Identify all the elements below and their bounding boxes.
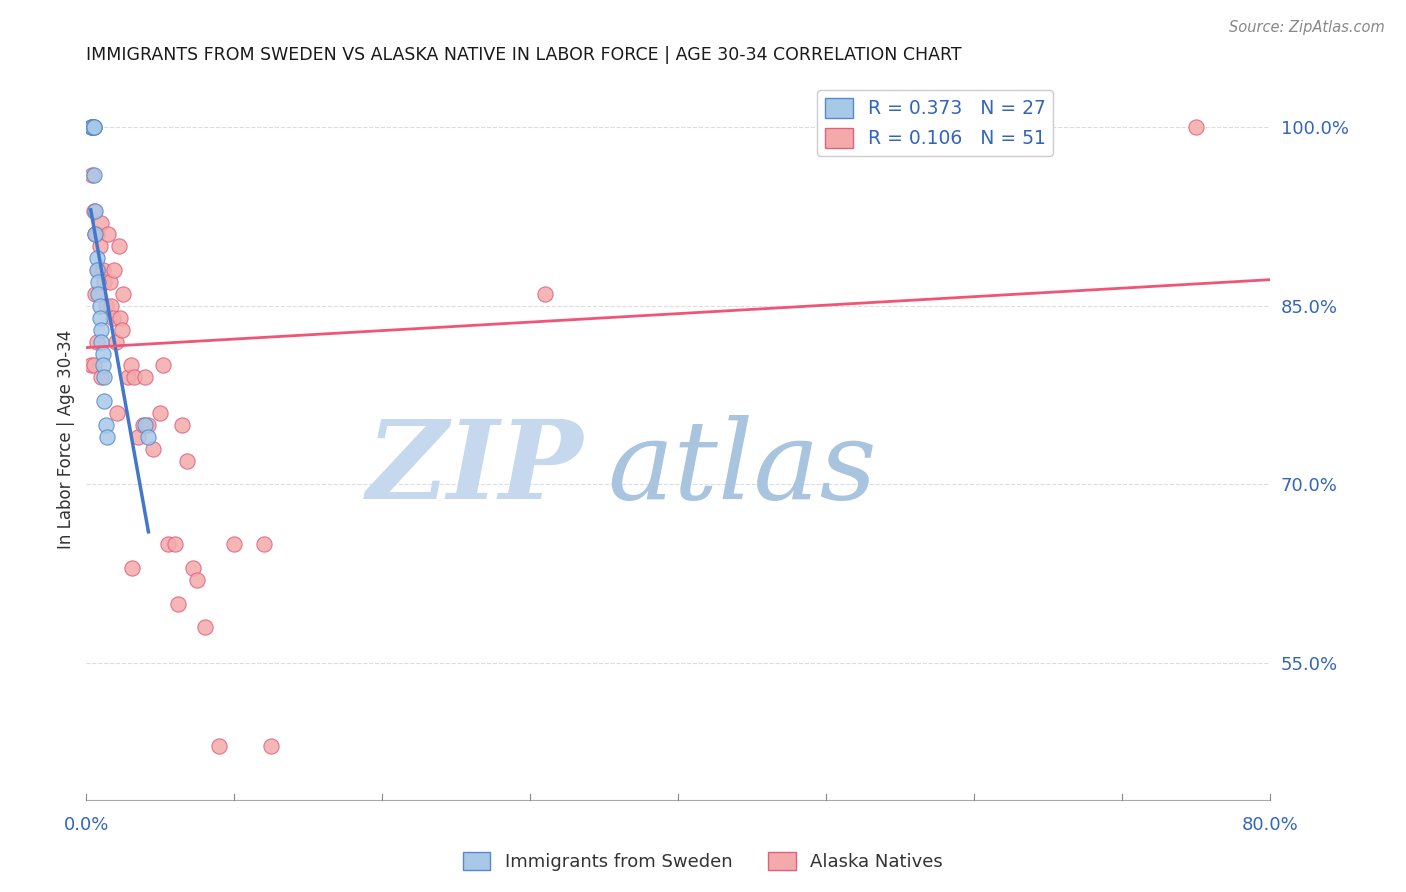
- Point: [87, 287, 110, 301]
- Point: [127, 430, 149, 444]
- Point: [84, 203, 107, 218]
- Text: IMMIGRANTS FROM SWEDEN VS ALASKA NATIVE IN LABOR FORCE | AGE 30-34 CORRELATION C: IMMIGRANTS FROM SWEDEN VS ALASKA NATIVE …: [86, 46, 962, 64]
- Point: [172, 417, 194, 432]
- Legend: R = 0.373   N = 27, R = 0.106   N = 51: R = 0.373 N = 27, R = 0.106 N = 51: [817, 90, 1053, 156]
- Text: ZIP: ZIP: [367, 415, 583, 523]
- Point: [534, 287, 557, 301]
- Point: [83, 120, 105, 135]
- Text: atlas: atlas: [607, 415, 876, 523]
- Point: [103, 263, 125, 277]
- Point: [87, 263, 110, 277]
- Point: [82, 120, 104, 135]
- Point: [112, 287, 135, 301]
- Point: [97, 227, 120, 242]
- Point: [96, 430, 118, 444]
- Point: [86, 252, 108, 266]
- Point: [104, 334, 127, 349]
- Point: [121, 561, 143, 575]
- Point: [83, 120, 105, 135]
- Point: [260, 739, 283, 754]
- Point: [80, 120, 103, 135]
- Point: [134, 370, 156, 384]
- Point: [80, 359, 103, 373]
- Point: [134, 417, 156, 432]
- Point: [90, 370, 112, 384]
- Point: [86, 334, 108, 349]
- Point: [90, 334, 112, 349]
- Point: [224, 537, 246, 551]
- Point: [122, 370, 145, 384]
- Point: [93, 394, 115, 409]
- Point: [84, 227, 107, 242]
- Point: [83, 168, 105, 182]
- Point: [91, 263, 114, 277]
- Point: [194, 620, 217, 634]
- Point: [91, 359, 114, 373]
- Point: [86, 227, 108, 242]
- Point: [110, 310, 132, 325]
- Point: [253, 537, 276, 551]
- Point: [90, 323, 112, 337]
- Point: [89, 239, 111, 253]
- Point: [82, 120, 104, 135]
- Text: Source: ZipAtlas.com: Source: ZipAtlas.com: [1229, 20, 1385, 35]
- Point: [152, 359, 174, 373]
- Point: [167, 597, 190, 611]
- Point: [89, 310, 111, 325]
- Point: [91, 346, 114, 360]
- Point: [83, 203, 105, 218]
- Point: [89, 299, 111, 313]
- Y-axis label: In Labor Force | Age 30-34: In Labor Force | Age 30-34: [58, 330, 75, 549]
- Point: [83, 120, 105, 135]
- Point: [101, 310, 124, 325]
- Text: 0.0%: 0.0%: [63, 816, 110, 834]
- Point: [87, 275, 110, 289]
- Point: [108, 239, 131, 253]
- Point: [181, 561, 204, 575]
- Point: [208, 739, 231, 754]
- Point: [94, 417, 117, 432]
- Text: 80.0%: 80.0%: [1241, 816, 1298, 834]
- Point: [98, 275, 121, 289]
- Point: [165, 537, 187, 551]
- Point: [138, 430, 160, 444]
- Point: [117, 370, 139, 384]
- Point: [84, 287, 107, 301]
- Point: [90, 215, 112, 229]
- Point: [156, 537, 179, 551]
- Point: [138, 417, 160, 432]
- Point: [111, 323, 134, 337]
- Point: [84, 227, 107, 242]
- Point: [120, 359, 142, 373]
- Point: [86, 263, 108, 277]
- Point: [142, 442, 165, 456]
- Point: [94, 299, 117, 313]
- Point: [82, 120, 104, 135]
- Point: [149, 406, 172, 420]
- Point: [100, 299, 122, 313]
- Legend: Immigrants from Sweden, Alaska Natives: Immigrants from Sweden, Alaska Natives: [456, 845, 950, 879]
- Point: [1184, 120, 1206, 135]
- Point: [83, 359, 105, 373]
- Point: [93, 275, 115, 289]
- Point: [93, 370, 115, 384]
- Point: [186, 573, 208, 587]
- Point: [176, 453, 198, 467]
- Point: [82, 168, 104, 182]
- Point: [82, 120, 104, 135]
- Point: [105, 406, 128, 420]
- Point: [131, 417, 153, 432]
